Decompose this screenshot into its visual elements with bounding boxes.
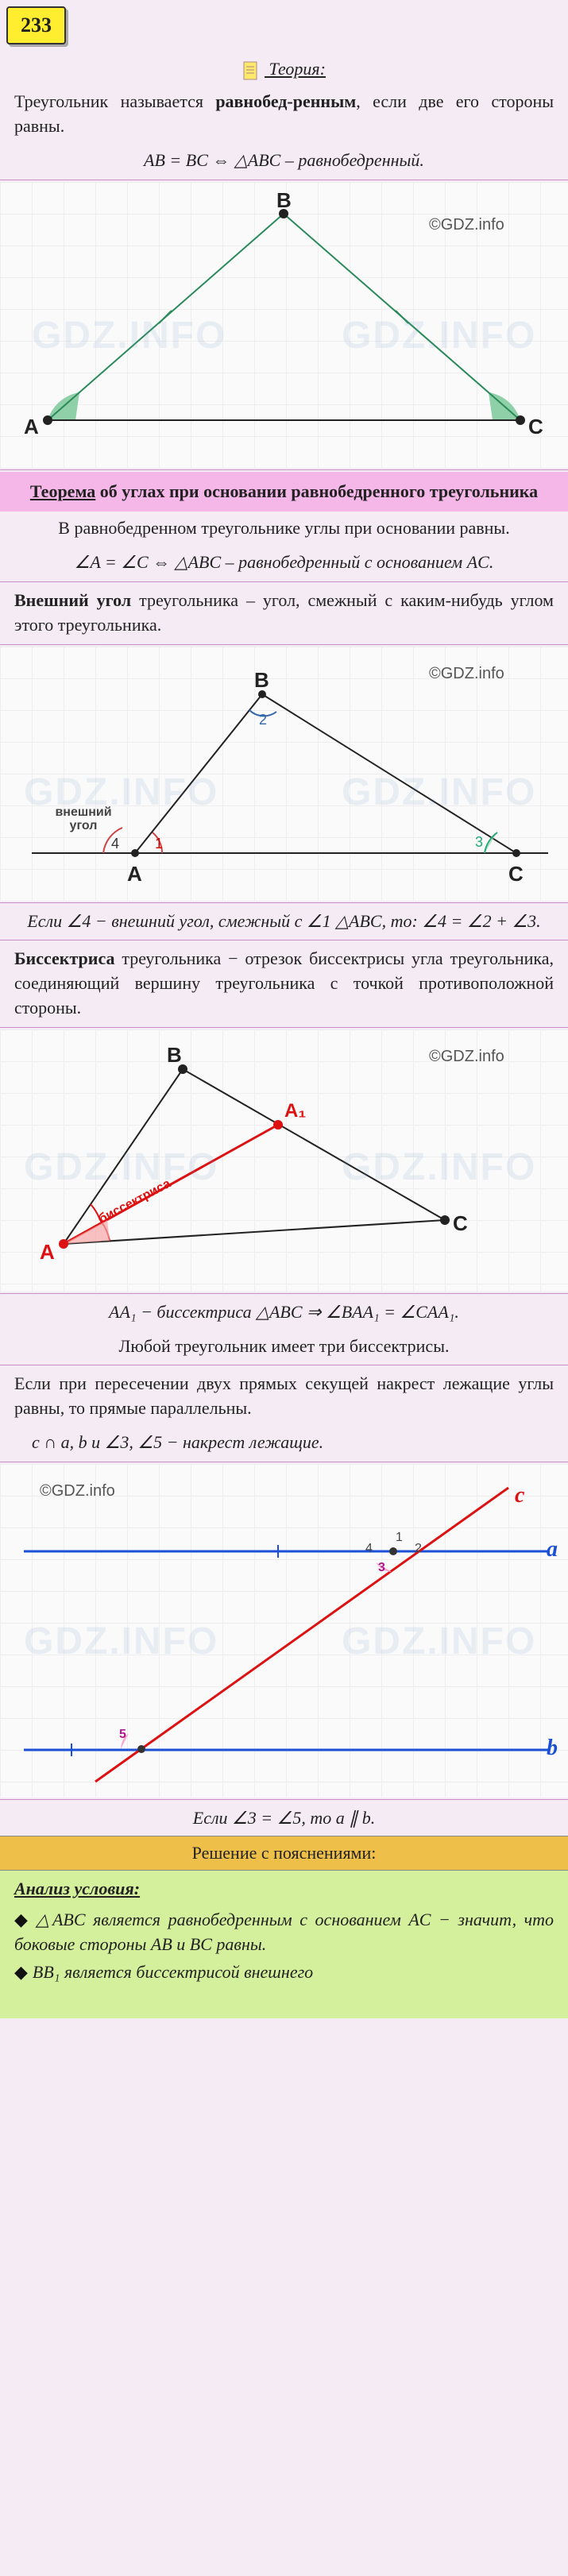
text: Треугольник называется (14, 91, 215, 111)
ext-angle-label: внешний угол (48, 805, 119, 833)
divider (0, 581, 568, 582)
bisector-note: Любой треугольник имеет три биссектрисы. (0, 1330, 568, 1364)
angle-1: 1 (155, 834, 163, 854)
vertex-a: A (127, 859, 142, 888)
angle-1: 1 (396, 1529, 403, 1547)
watermark: GDZ.INFO (342, 1141, 536, 1194)
vertex-c: C (453, 1209, 468, 1238)
external-angle-formula: Если ∠4 − внешний угол, смежный с ∠1 △AB… (0, 905, 568, 939)
angle-3: 3 (475, 832, 483, 852)
diagram-external-angle: GDZ.INFO GDZ.INFO A B C 2 3 1 4 внешний … (0, 647, 568, 901)
analysis-title: Анализ условия: (14, 1877, 554, 1906)
term: равнобед-ренным (215, 91, 356, 111)
theorem-text: об углах при основании равнобедренного т… (95, 481, 538, 501)
angle-4: 4 (365, 1540, 373, 1558)
angle-4: 4 (111, 834, 119, 854)
vertex-b: B (167, 1041, 182, 1069)
diagram-parallel: GDZ.INFO GDZ.INFO 1 2 3 4 5 c a b ©GDZ.i… (0, 1464, 568, 1798)
point-a1: A₁ (284, 1098, 306, 1125)
parallel-conclusion: Если ∠3 = ∠5, то a ∥ b. (0, 1802, 568, 1836)
divider (0, 902, 568, 903)
divider (0, 644, 568, 645)
parallel-def: Если при пересечении двух прямых секущей… (0, 1367, 568, 1426)
theorem-box: Теорема об углах при основании равнобедр… (0, 472, 568, 512)
term: Биссектриса (14, 948, 114, 968)
bisector-formula: AA₁ − биссектриса △ABC ⇒ ∠BAA₁ = ∠CAA₁. (0, 1296, 568, 1330)
definition-isosceles: Треугольник называется равнобед-ренным, … (0, 85, 568, 144)
watermark: GDZ.INFO (24, 1615, 218, 1668)
diagram-isosceles: GDZ.INFO GDZ.INFO A B C ©GDZ.info (0, 182, 568, 468)
copyright: ©GDZ.info (429, 1045, 504, 1068)
vertex-a: A (40, 1238, 55, 1266)
text: △ABC является равнобедренным с основание… (14, 1910, 554, 1954)
theorem-word: Теорема (30, 481, 95, 501)
text: BB₁ является биссектрисой внешнего (33, 1962, 313, 1982)
angle-2: 2 (415, 1540, 422, 1558)
angle-2: 2 (259, 710, 267, 730)
vertex-c: C (528, 412, 543, 441)
angle-3: 3 (378, 1559, 385, 1577)
watermark: GDZ.INFO (342, 766, 536, 819)
line-a: a (547, 1534, 558, 1565)
solution-header: Решение с пояснениями: (0, 1836, 568, 1871)
isosceles-formula: AB = BC ⇔ △ABC – равнобедренный. (0, 144, 568, 178)
divider (0, 1027, 568, 1028)
watermark: GDZ.INFO (342, 309, 536, 362)
copyright: ©GDZ.info (40, 1480, 115, 1502)
theory-header: Теория: (0, 51, 568, 85)
bullet-icon: ◆ (14, 1962, 28, 1982)
copyright: ©GDZ.info (429, 662, 504, 685)
line-b: b (547, 1732, 558, 1763)
term: Внешний угол (14, 590, 131, 610)
external-angle-def: Внешний угол треугольника – угол, смежны… (0, 584, 568, 643)
divider (0, 469, 568, 470)
vertex-b: B (276, 186, 292, 214)
vertex-a: A (24, 412, 39, 441)
diagram-bisector: GDZ.INFO GDZ.INFO A B C A₁ биссектриса ©… (0, 1029, 568, 1292)
analysis-block: Анализ условия: ◆△ABC является равнобедр… (0, 1871, 568, 2018)
theory-label: Теория: (269, 59, 326, 79)
problem-number-badge: 233 (6, 6, 66, 44)
divider (0, 1293, 568, 1294)
watermark: GDZ.INFO (32, 309, 226, 362)
list-item: ◆△ABC является равнобедренным с основани… (14, 1906, 554, 1959)
copyright: ©GDZ.info (429, 214, 504, 236)
watermark: GDZ.INFO (24, 1141, 218, 1194)
divider (0, 1799, 568, 1800)
list-item: ◆BB₁ является биссектрисой внешнего (14, 1959, 554, 1987)
theorem-statement: В равнобедренном треугольнике углы при о… (0, 512, 568, 546)
bisector-def: Биссектриса треугольника − отрезок биссе… (0, 942, 568, 1025)
watermark: GDZ.INFO (342, 1615, 536, 1668)
bullet-icon: ◆ (14, 1910, 31, 1929)
line-c: c (515, 1480, 524, 1511)
vertex-b: B (254, 666, 269, 694)
parallel-notation: c ∩ a, b и ∠3, ∠5 − накрест лежащие. (0, 1426, 568, 1460)
theorem-formula: ∠A = ∠C ⇔ △ABC – равнобедренный с основа… (0, 546, 568, 580)
angle-5: 5 (119, 1726, 126, 1744)
vertex-c: C (508, 859, 524, 888)
note-icon (242, 60, 260, 81)
